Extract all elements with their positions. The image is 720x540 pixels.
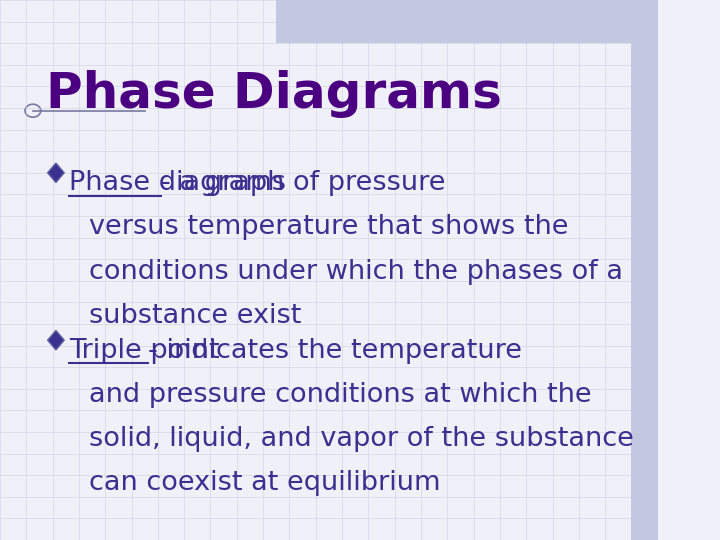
Text: - indicates the temperature: - indicates the temperature [148, 338, 522, 363]
Text: Phase Diagrams: Phase Diagrams [46, 70, 502, 118]
Text: and pressure conditions at which the: and pressure conditions at which the [89, 382, 591, 408]
Text: Triple point: Triple point [69, 338, 220, 363]
Polygon shape [48, 163, 64, 183]
Text: can coexist at equilibrium: can coexist at equilibrium [89, 470, 441, 496]
FancyBboxPatch shape [631, 43, 658, 540]
Polygon shape [48, 330, 64, 350]
Text: substance exist: substance exist [89, 303, 301, 329]
FancyBboxPatch shape [276, 0, 658, 43]
Text: conditions under which the phases of a: conditions under which the phases of a [89, 259, 623, 285]
Text: versus temperature that shows the: versus temperature that shows the [89, 214, 568, 240]
Text: - a graph of pressure: - a graph of pressure [161, 170, 446, 196]
Text: Phase diagrams: Phase diagrams [69, 170, 286, 196]
Text: solid, liquid, and vapor of the substance: solid, liquid, and vapor of the substanc… [89, 426, 634, 452]
